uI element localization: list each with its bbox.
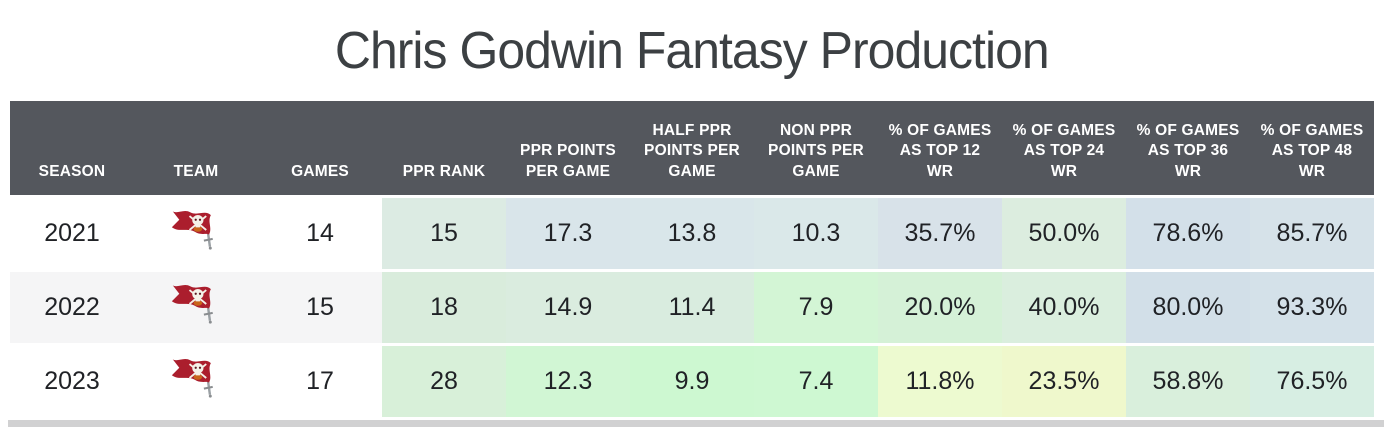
stat-cell-top48-pct: 85.7% <box>1250 195 1374 269</box>
column-header-games: GAMES <box>258 101 382 195</box>
stat-cell-halfppr-ppg: 11.4 <box>630 269 754 343</box>
column-header-team: TEAM <box>134 101 258 195</box>
stat-cell-nonppr-ppg: 10.3 <box>754 195 878 269</box>
stat-cell-top12-pct: 11.8% <box>878 343 1002 417</box>
horizontal-scrollbar[interactable] <box>8 420 1384 427</box>
games-cell: 17 <box>258 343 382 417</box>
stat-cell-top12-pct: 20.0% <box>878 269 1002 343</box>
stat-cell-top24-pct: 23.5% <box>1002 343 1126 417</box>
season-cell: 2021 <box>10 195 134 269</box>
stat-cell-ppr-rank: 15 <box>382 195 506 269</box>
stat-cell-halfppr-ppg: 9.9 <box>630 343 754 417</box>
stat-cell-top24-pct: 50.0% <box>1002 195 1126 269</box>
column-header-top36-pct: % OF GAMES AS TOP 36 WR <box>1126 101 1250 195</box>
team-cell <box>134 195 258 269</box>
column-header-ppr-rank: PPR RANK <box>382 101 506 195</box>
fantasy-production-table: SEASON TEAM GAMES PPR RANK PPR POINTS PE… <box>10 101 1374 417</box>
buccaneers-flag-icon <box>170 281 222 327</box>
season-cell: 2023 <box>10 343 134 417</box>
team-cell <box>134 343 258 417</box>
stat-cell-top48-pct: 76.5% <box>1250 343 1374 417</box>
stat-cell-halfppr-ppg: 13.8 <box>630 195 754 269</box>
stat-cell-top12-pct: 35.7% <box>878 195 1002 269</box>
stat-cell-ppr-ppg: 12.3 <box>506 343 630 417</box>
stat-cell-top48-pct: 93.3% <box>1250 269 1374 343</box>
stat-cell-top36-pct: 78.6% <box>1126 195 1250 269</box>
column-header-top24-pct: % OF GAMES AS TOP 24 WR <box>1002 101 1126 195</box>
title-bar: Chris Godwin Fantasy Production <box>0 0 1384 101</box>
stat-cell-ppr-rank: 28 <box>382 343 506 417</box>
stat-cell-nonppr-ppg: 7.4 <box>754 343 878 417</box>
table-header-row: SEASON TEAM GAMES PPR RANK PPR POINTS PE… <box>10 101 1374 195</box>
table-row-2022: 2022 15 18 14.9 11.4 7.9 20.0% 40.0% 80.… <box>10 269 1374 343</box>
page-title: Chris Godwin Fantasy Production <box>335 21 1050 80</box>
column-header-season: SEASON <box>10 101 134 195</box>
buccaneers-flag-icon <box>170 355 222 401</box>
column-header-ppr-ppg: PPR POINTS PER GAME <box>506 101 630 195</box>
stat-cell-ppr-rank: 18 <box>382 269 506 343</box>
column-header-nonppr-ppg: NON PPR POINTS PER GAME <box>754 101 878 195</box>
column-header-halfppr-ppg: HALF PPR POINTS PER GAME <box>630 101 754 195</box>
stat-cell-ppr-ppg: 14.9 <box>506 269 630 343</box>
table-row-2023: 2023 17 28 12.3 9.9 7.4 11.8% 23.5% 58.8… <box>10 343 1374 417</box>
buccaneers-flag-icon <box>170 207 222 253</box>
games-cell: 15 <box>258 269 382 343</box>
stat-cell-top36-pct: 80.0% <box>1126 269 1250 343</box>
season-cell: 2022 <box>10 269 134 343</box>
games-cell: 14 <box>258 195 382 269</box>
column-header-top12-pct: % OF GAMES AS TOP 12 WR <box>878 101 1002 195</box>
column-header-top48-pct: % OF GAMES AS TOP 48 WR <box>1250 101 1374 195</box>
stat-cell-nonppr-ppg: 7.9 <box>754 269 878 343</box>
stat-cell-ppr-ppg: 17.3 <box>506 195 630 269</box>
team-cell <box>134 269 258 343</box>
stat-cell-top24-pct: 40.0% <box>1002 269 1126 343</box>
table-row-2021: 2021 14 15 17.3 13.8 10.3 35.7% 50.0% 78… <box>10 195 1374 269</box>
stat-cell-top36-pct: 58.8% <box>1126 343 1250 417</box>
